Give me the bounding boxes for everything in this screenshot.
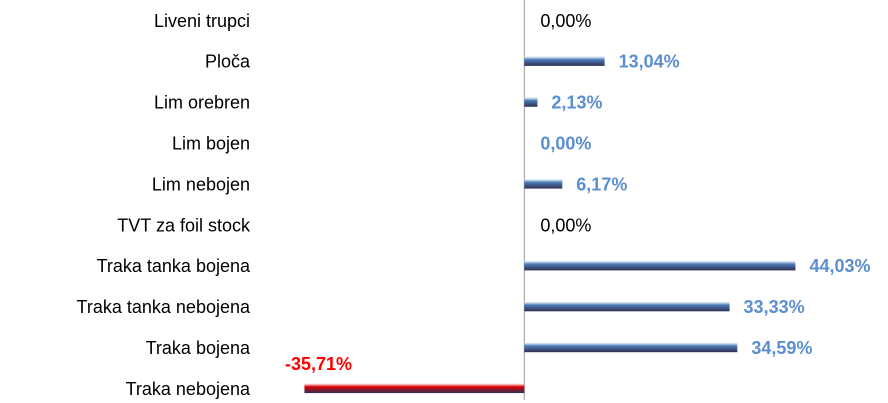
value-label: 0,00%: [540, 133, 591, 153]
category-label: Liveni trupci: [154, 11, 250, 31]
value-label: 2,13%: [551, 93, 602, 113]
bar: [524, 301, 730, 312]
value-label: 44,03%: [809, 256, 870, 276]
category-label: Traka nebojena: [126, 379, 251, 399]
category-label: Traka tanka nebojena: [77, 297, 251, 317]
value-label: -35,71%: [285, 354, 352, 374]
value-label: 33,33%: [744, 297, 805, 317]
category-label: Lim orebren: [154, 93, 250, 113]
bar: [524, 96, 538, 107]
value-label: 0,00%: [540, 11, 591, 31]
bar: [524, 342, 738, 353]
category-label: Lim bojen: [172, 133, 250, 153]
value-label: 34,59%: [751, 338, 812, 358]
category-label: Lim nebojen: [152, 174, 250, 194]
category-label: TVT za foil stock: [117, 215, 251, 235]
category-label: Ploča: [205, 52, 251, 72]
value-label: 13,04%: [619, 52, 680, 72]
category-label: Traka tanka bojena: [97, 256, 251, 276]
value-label: 0,00%: [540, 215, 591, 235]
bar: [524, 260, 796, 271]
bar: [524, 55, 605, 66]
bar: [524, 178, 563, 189]
category-label: Traka bojena: [146, 338, 251, 358]
bar: [304, 383, 525, 394]
value-label: 6,17%: [576, 174, 627, 194]
